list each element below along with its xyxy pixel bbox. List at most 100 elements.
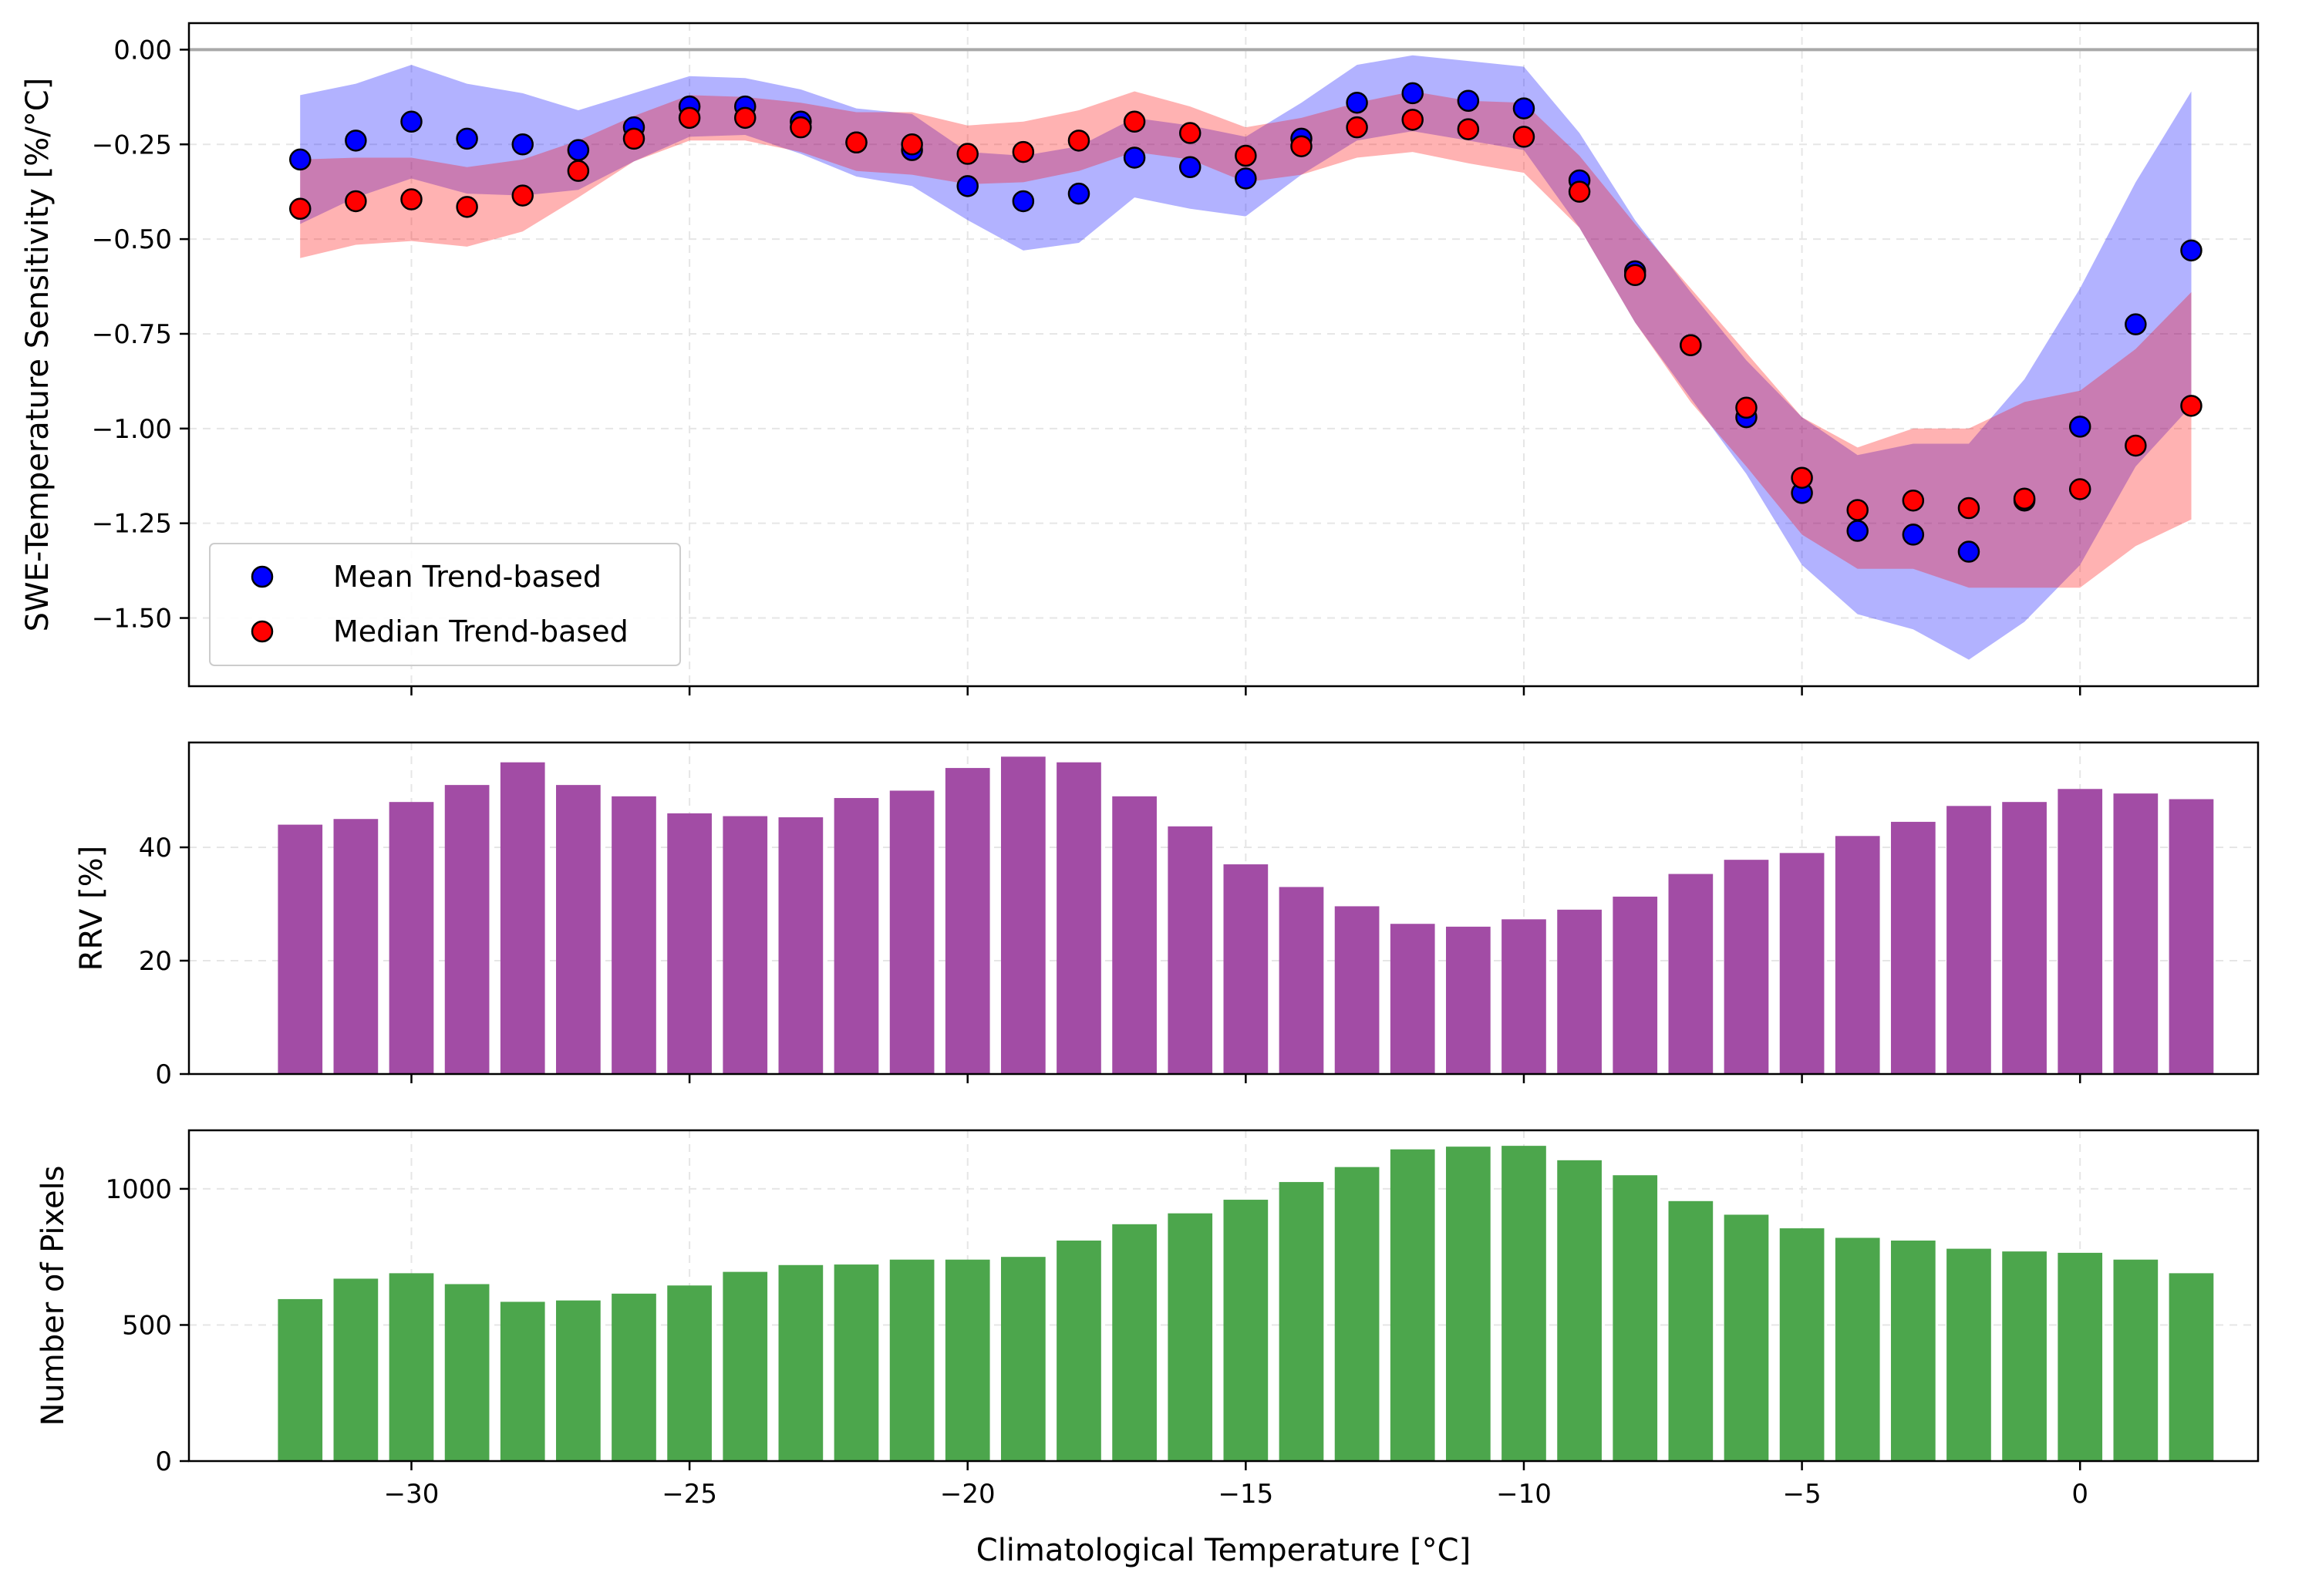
pixel-count-bar — [1946, 1248, 1991, 1461]
pixel-count-bar — [945, 1259, 990, 1461]
sensitivity-y-axis-label: SWE-Temperature Sensitivity [%/°C] — [20, 78, 56, 632]
median-point — [1568, 180, 1591, 203]
pixel-count-bar — [500, 1301, 545, 1461]
pixels-y-axis-label: Number of Pixels — [35, 1165, 71, 1426]
rrv-bar — [556, 785, 601, 1074]
pixel-count-bar — [444, 1284, 490, 1461]
sensitivity-ticks: 0.00 −0.25 −0.50 −0.75 −1.00 −1.25 −1.50 — [92, 35, 2081, 695]
pixel-count-bar — [1001, 1257, 1046, 1461]
y-tick-label: 0 — [155, 1446, 172, 1477]
pixel-count-bar — [723, 1271, 768, 1461]
mean-point — [1067, 182, 1090, 205]
x-tick-label: 0 — [2071, 1479, 2088, 1510]
median-point — [1512, 126, 1535, 148]
pixel-count-bar — [778, 1264, 824, 1461]
mean-point — [1235, 167, 1257, 190]
median-point — [567, 160, 590, 182]
rrv-bars — [278, 756, 2214, 1074]
pixel-count-bar — [1502, 1146, 1546, 1461]
median-point — [1290, 135, 1313, 157]
mean-point — [345, 130, 367, 152]
median-point — [1623, 264, 1646, 287]
rrv-bar — [1502, 919, 1546, 1074]
median-point — [1178, 122, 1202, 144]
pixel-count-bar — [2169, 1273, 2214, 1461]
mean-point — [511, 133, 534, 156]
rrv-bar — [1112, 796, 1157, 1074]
mean-point — [2125, 313, 2147, 335]
x-tick-label: −20 — [940, 1479, 996, 1510]
rrv-bar — [389, 802, 434, 1074]
pixel-count-bar — [612, 1293, 656, 1461]
median-point — [790, 116, 812, 139]
rrv-bar — [612, 796, 656, 1074]
rrv-bar — [333, 819, 379, 1074]
median-point — [1846, 499, 1869, 521]
rrv-bar — [1001, 756, 1046, 1074]
median-point — [1067, 130, 1090, 152]
mean-point — [1846, 520, 1869, 542]
rrv-bar — [1890, 821, 1936, 1074]
median-point — [845, 131, 868, 154]
median-point — [1957, 497, 1980, 520]
legend: Mean Trend-based Median Trend-based — [209, 543, 681, 666]
mean-point — [2180, 239, 2203, 262]
legend-label-mean: Mean Trend-based — [333, 560, 602, 594]
pixel-count-bar — [2113, 1259, 2159, 1461]
median-point — [733, 106, 757, 130]
rrv-bar — [1334, 906, 1380, 1074]
mean-point — [1512, 97, 1535, 120]
rrv-bar — [500, 762, 545, 1074]
pixel-count-bar — [1112, 1224, 1157, 1461]
mean-point — [1346, 91, 1368, 114]
rrv-bar — [1557, 909, 1602, 1074]
median-point — [1680, 334, 1702, 356]
legend-box — [209, 543, 681, 666]
y-tick-label: −1.50 — [92, 604, 172, 635]
legend-label-median: Median Trend-based — [333, 614, 629, 648]
mean-point — [956, 175, 979, 197]
y-tick-label: 20 — [139, 946, 172, 977]
pixel-count-bar — [834, 1264, 879, 1461]
rrv-bar — [278, 824, 323, 1074]
pixel-count-bar — [1390, 1149, 1435, 1461]
sensitivity-axes-frame — [187, 22, 2260, 688]
pixels-axes-frame — [187, 1129, 2260, 1463]
pixels-bars — [278, 1146, 2214, 1461]
mean-point — [1401, 82, 1424, 105]
y-tick-label: −0.50 — [92, 224, 172, 255]
rrv-bar — [444, 785, 490, 1074]
rrv-bar — [834, 798, 879, 1074]
x-tick-label: −15 — [1218, 1479, 1273, 1510]
pixel-count-bar — [1445, 1146, 1491, 1461]
mean-point — [288, 148, 312, 171]
x-tick-label: −10 — [1496, 1479, 1552, 1510]
mean-point — [400, 110, 423, 133]
x-tick-label: −30 — [384, 1479, 440, 1510]
median-point — [901, 133, 923, 156]
median-point — [1401, 109, 1424, 131]
median-point — [622, 127, 645, 150]
median-point — [345, 190, 367, 213]
rrv-bar — [1668, 874, 1714, 1074]
rrv-panel: 0 20 40 RRV [%] — [74, 741, 2260, 1090]
pixel-count-bar — [1057, 1241, 1101, 1461]
pixel-count-bar — [333, 1278, 379, 1461]
rrv-bar — [1168, 826, 1213, 1074]
y-tick-label: −0.75 — [92, 319, 172, 350]
rrv-bar — [1724, 860, 1769, 1074]
median-point — [1457, 118, 1480, 140]
median-point — [1902, 489, 1925, 512]
pixel-count-bar — [2058, 1252, 2103, 1461]
mean-point — [1123, 146, 1146, 169]
rrv-bar — [1390, 924, 1435, 1074]
rrv-bar — [2169, 799, 2214, 1074]
mean-point — [1957, 540, 1980, 563]
pixel-count-bar — [1168, 1213, 1213, 1461]
rrv-bar — [1057, 762, 1101, 1074]
rrv-bar — [1279, 887, 1324, 1074]
mean-point — [2068, 416, 2091, 438]
pixels-panel: −30 −25 −20 −15 −10 −5 0 0 500 1000 Number of Pix… — [35, 1129, 2260, 1568]
rrv-bar — [1779, 853, 1825, 1074]
